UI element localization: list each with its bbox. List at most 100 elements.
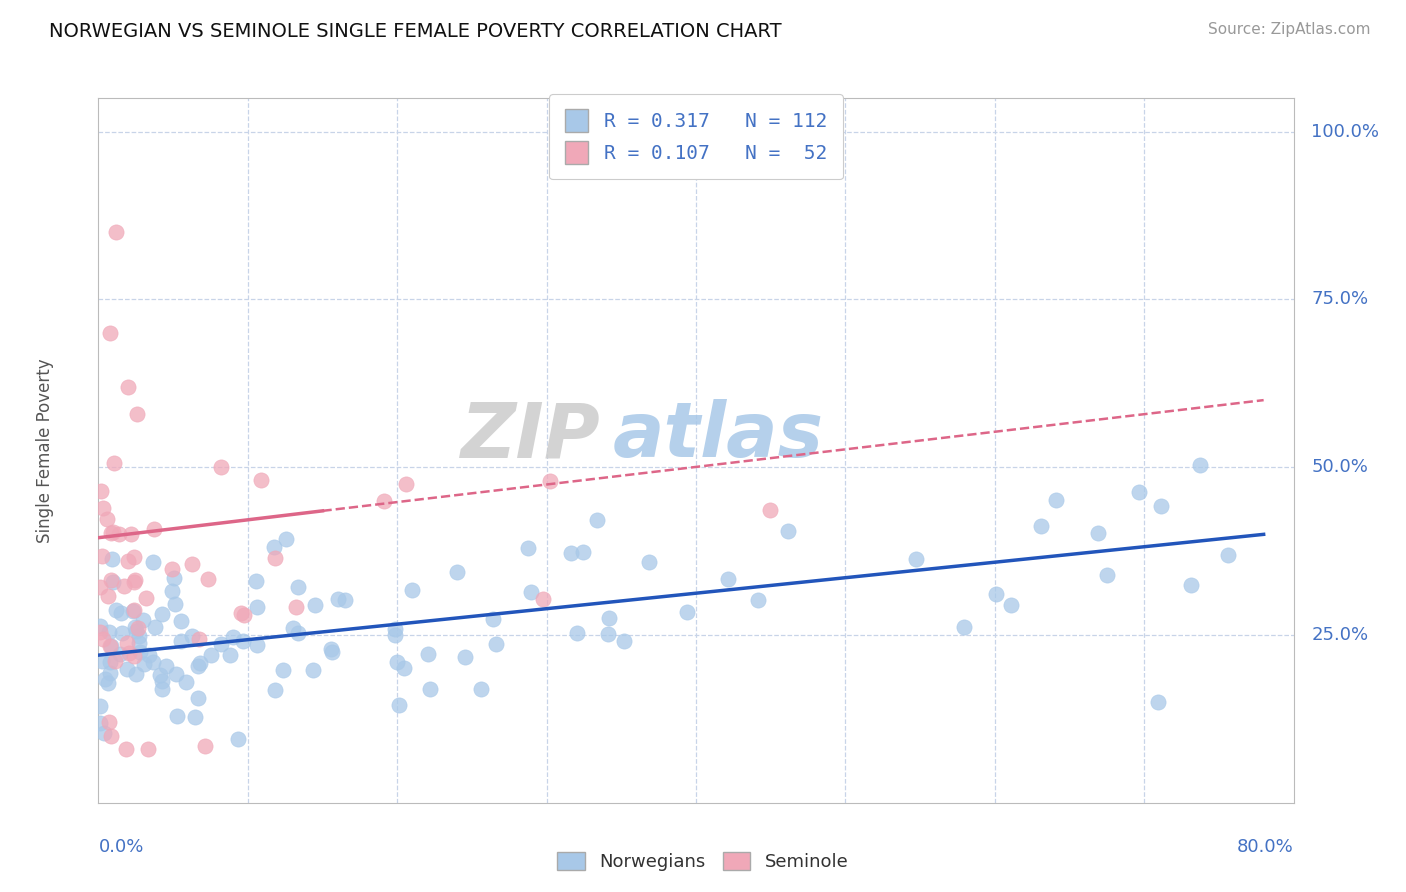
Point [128,628,150,642]
Point [612,634,634,648]
Point [105,603,128,617]
Point [90,549,112,563]
Point [388,698,411,712]
Point [114,742,136,756]
Point [321,644,343,658]
Point [108,648,131,662]
Point [533,591,555,606]
Point [93,726,115,740]
Point [395,477,418,491]
Text: 100.0%: 100.0% [1312,123,1379,141]
Point [170,614,193,628]
Point [117,553,139,567]
Point [1188,458,1211,472]
Point [141,555,163,569]
Legend: R = 0.317   N = 112, R = 0.107   N =  52: R = 0.317 N = 112, R = 0.107 N = 52 [550,94,842,179]
Text: 75.0%: 75.0% [1312,291,1368,309]
Point [101,552,124,566]
Point [98,666,121,681]
Point [276,532,298,546]
Point [287,580,309,594]
Point [598,627,620,641]
Point [94,672,117,686]
Text: 80.0%: 80.0% [1237,838,1294,856]
Point [1000,599,1022,613]
Point [127,621,149,635]
Point [89,619,111,633]
Point [143,620,166,634]
Point [384,623,406,637]
Point [1095,568,1118,582]
Point [231,606,253,620]
Point [98,715,121,730]
Point [105,225,128,239]
Point [952,620,974,634]
Point [100,574,122,588]
Point [1180,578,1202,592]
Point [319,642,342,657]
Text: 50.0%: 50.0% [1312,458,1368,476]
Point [122,604,145,618]
Point [115,636,138,650]
Point [304,598,326,612]
Point [572,544,595,558]
Text: NORWEGIAN VS SEMINOLE SINGLE FEMALE POVERTY CORRELATION CHART: NORWEGIAN VS SEMINOLE SINGLE FEMALE POVE… [49,22,782,41]
Point [103,575,125,590]
Text: Source: ZipAtlas.com: Source: ZipAtlas.com [1208,22,1371,37]
Point [209,637,232,651]
Point [1150,499,1173,513]
Point [89,581,111,595]
Point [373,494,395,508]
Point [165,666,187,681]
Point [124,603,146,617]
Point [125,667,148,681]
Point [101,524,124,539]
Point [89,716,111,731]
Point [287,626,309,640]
Point [222,630,245,644]
Point [482,612,505,626]
Point [91,500,114,515]
Point [138,648,160,662]
Point [187,659,209,673]
Point [776,524,799,538]
Point [1216,548,1239,562]
Point [132,657,155,671]
Point [122,649,145,664]
Point [520,584,543,599]
Point [1045,492,1067,507]
Point [108,527,131,541]
Point [218,648,240,662]
Point [250,473,273,487]
Point [150,682,173,697]
Point [143,522,166,536]
Point [1087,525,1109,540]
Point [128,645,150,659]
Point [263,551,285,566]
Point [200,648,222,663]
Point [188,656,211,670]
Point [100,729,122,743]
Point [385,655,408,669]
Point [180,629,202,643]
Point [100,639,122,653]
Point [986,587,1008,601]
Point [326,591,349,606]
Point [245,574,267,589]
Point [905,552,928,566]
Point [150,607,173,621]
Point [98,656,121,670]
Point [122,550,145,565]
Point [188,632,211,647]
Point [384,628,406,642]
Point [170,634,193,648]
Point [246,638,269,652]
Point [149,667,172,681]
Point [100,526,122,541]
Point [598,611,620,625]
Point [97,589,120,603]
Point [446,566,468,580]
Point [166,708,188,723]
Point [246,600,269,615]
Point [285,599,308,614]
